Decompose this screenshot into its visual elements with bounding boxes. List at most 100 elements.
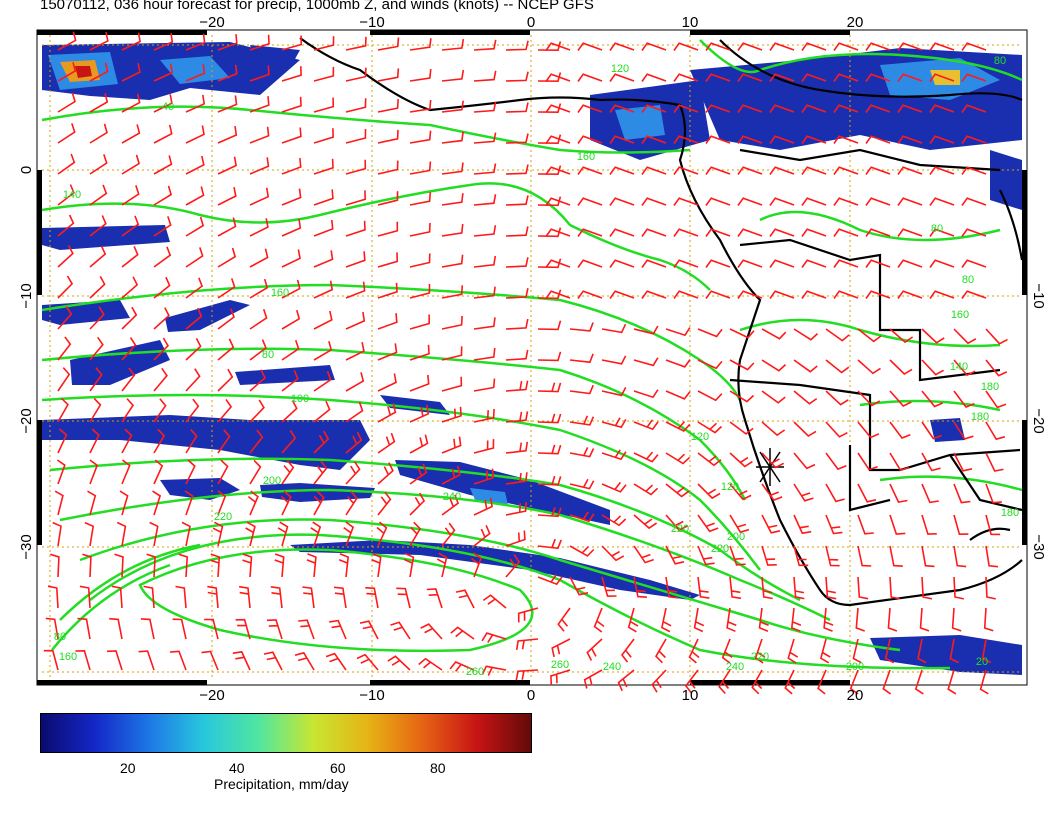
- wind-barb: [178, 553, 189, 578]
- wind-barb: [897, 104, 923, 113]
- contour-label: 200: [846, 661, 864, 673]
- wind-barb: [153, 337, 170, 361]
- wind-barb: [441, 254, 464, 268]
- wind-barb: [505, 441, 529, 454]
- wind-barb: [185, 428, 198, 454]
- wind-barb: [57, 428, 68, 454]
- wind-barb: [121, 124, 141, 144]
- wind-barb: [449, 661, 475, 672]
- wind-barb: [249, 339, 267, 361]
- wind-barb: [537, 320, 562, 331]
- contour-label: 80: [962, 274, 974, 286]
- wind-barb: [769, 166, 795, 175]
- wind-barb: [281, 127, 302, 144]
- wind-barb: [953, 483, 971, 504]
- wind-barb: [121, 337, 137, 361]
- wind-barb: [577, 228, 603, 237]
- contour-label: 240: [443, 491, 461, 503]
- wind-barb: [857, 390, 881, 407]
- wind-barb: [377, 129, 399, 144]
- wind-barb: [441, 193, 464, 206]
- wind-barb: [185, 155, 205, 175]
- wind-barb: [79, 585, 91, 609]
- wind-barb: [249, 369, 266, 392]
- wind-barb: [418, 657, 443, 671]
- wind-barb: [633, 545, 654, 564]
- wind-barb: [281, 218, 302, 237]
- wind-barb: [441, 69, 465, 82]
- wind-barb: [153, 63, 174, 82]
- wind-barb: [790, 607, 802, 632]
- wind-barb: [784, 669, 796, 695]
- wind-barb: [441, 406, 462, 423]
- wind-barb: [277, 521, 289, 547]
- wind-barb: [609, 135, 635, 144]
- wind-barb: [981, 638, 992, 664]
- wind-barb: [569, 415, 595, 426]
- wind-barb: [726, 607, 737, 633]
- lat-left-labels: 0 −10 −20 −30: [18, 166, 35, 560]
- wind-barb: [961, 135, 987, 144]
- wind-barb: [665, 545, 685, 565]
- wind-barb: [655, 638, 667, 664]
- wind-barb: [505, 349, 529, 361]
- wind-barb: [184, 490, 194, 516]
- wind-barb: [609, 166, 635, 175]
- wind-barb: [929, 259, 955, 268]
- wind-barb: [705, 135, 731, 144]
- wind-barb: [280, 490, 292, 516]
- wind-barb: [153, 459, 164, 485]
- wind-barb: [688, 638, 700, 664]
- wind-barb: [857, 328, 882, 343]
- wind-barb: [505, 164, 529, 175]
- wind-barb: [54, 490, 64, 516]
- wind-barb: [121, 154, 141, 175]
- wind-barb: [673, 135, 699, 144]
- wind-barb: [482, 594, 507, 609]
- wind-barb: [825, 421, 848, 438]
- contour-label: 180: [971, 411, 989, 423]
- lat-right-labels: −10 −20 −30: [1030, 283, 1047, 559]
- contour-label: 160: [951, 309, 969, 321]
- wind-barb: [537, 574, 563, 586]
- wind-barb: [769, 228, 795, 237]
- wind-barb: [801, 290, 827, 299]
- wind-barb: [985, 328, 1008, 345]
- contour-label: 160: [577, 151, 595, 163]
- wind-barb: [769, 42, 795, 51]
- wind-barb: [89, 397, 102, 423]
- wind-barb: [441, 162, 464, 175]
- wind-barb: [889, 514, 906, 535]
- wind-barb: [505, 502, 527, 516]
- wind-barb: [865, 135, 891, 144]
- wind-barb: [473, 225, 497, 237]
- wind-barb: [833, 42, 859, 51]
- wind-barb: [281, 35, 303, 51]
- wind-barb: [833, 259, 859, 268]
- wind-barb: [235, 618, 251, 640]
- wind-barb: [121, 306, 138, 330]
- wind-barb: [121, 32, 141, 51]
- contour-label: 80: [262, 349, 274, 361]
- wind-barb: [737, 104, 763, 113]
- wind-barb: [921, 328, 945, 344]
- wind-barb: [89, 31, 109, 51]
- wind-barb: [857, 421, 880, 439]
- wind-barb: [455, 589, 475, 609]
- wind-barb: [153, 94, 173, 113]
- wind-barb: [313, 128, 334, 144]
- wind-barb: [505, 472, 528, 485]
- wind-barb: [665, 359, 691, 368]
- wind-barb: [609, 73, 635, 82]
- wind-barb: [217, 429, 231, 454]
- wind-barb: [641, 135, 667, 144]
- wind-barb: [929, 290, 955, 299]
- wind-barb: [441, 436, 462, 454]
- lon-top-label: −20: [199, 14, 224, 31]
- wind-barb: [801, 104, 827, 113]
- wind-barb: [185, 368, 201, 392]
- lon-top-labels: −20 −10 0 10 20: [199, 14, 863, 31]
- wind-barb: [238, 585, 251, 609]
- wind-barb: [865, 228, 891, 237]
- wind-barb: [985, 483, 1002, 504]
